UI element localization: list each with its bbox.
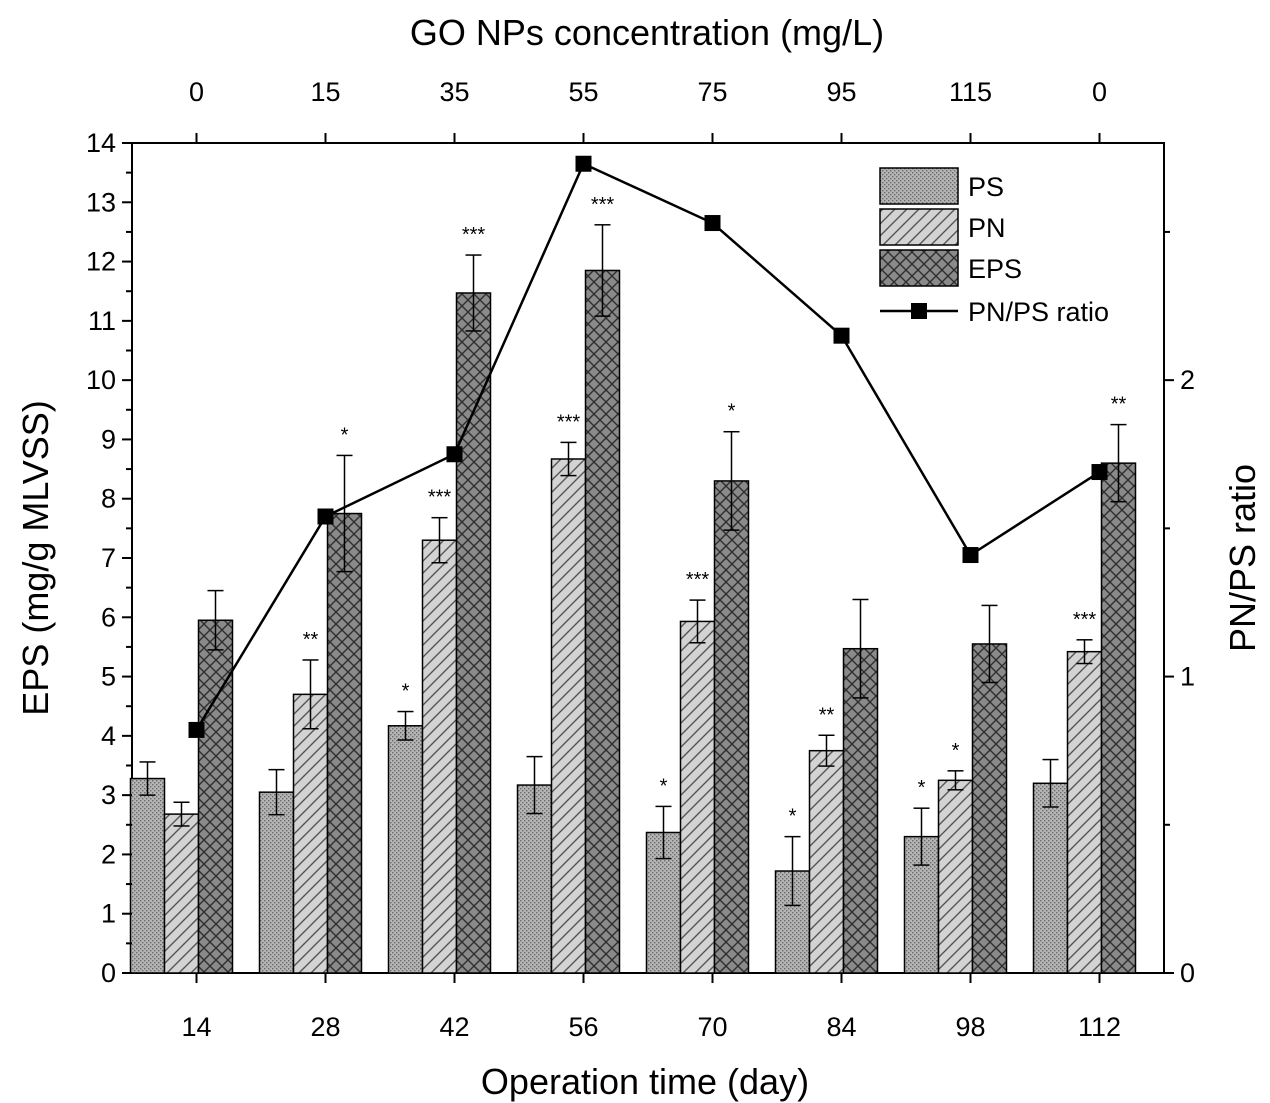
significance-pn-56: ***: [557, 411, 581, 433]
legend-swatch-eps: [879, 249, 959, 287]
bar-pn-28: [292, 693, 329, 974]
x-tick-label-84: 84: [826, 1012, 856, 1042]
bar-eps-112: [1100, 462, 1137, 974]
bar-ps-28: [258, 791, 295, 974]
x-axis-title: Operation time (day): [481, 1061, 809, 1102]
y-tick-label-13: 13: [86, 187, 116, 217]
bar-eps-42: [455, 292, 492, 974]
bars-layer: [129, 269, 1137, 974]
legend-label-pn: PN: [968, 213, 1006, 243]
legend: PS PN EPS PN/PS ratio: [879, 167, 1109, 327]
x-tick-label-112: 112: [1078, 1012, 1121, 1042]
significance-pn-28: **: [303, 629, 319, 651]
ratio-point-70: [704, 215, 721, 232]
x-tick-label-14: 14: [181, 1012, 211, 1042]
top-tick-label-1: 15: [310, 77, 340, 107]
y2-tick-label-1: 1: [1180, 662, 1195, 692]
top-tick-label-4: 75: [697, 77, 727, 107]
top-axis-title: GO NPs concentration (mg/L): [410, 12, 884, 53]
bar-pn-56: [550, 458, 587, 974]
ratio-point-84: [833, 327, 850, 344]
axes-layer: 0123456789101112131401214028154235565570…: [86, 77, 1195, 1042]
top-tick-label-5: 95: [826, 77, 856, 107]
legend-swatch-ps: [879, 167, 959, 205]
y-tick-label-8: 8: [101, 484, 116, 514]
significance-layer: ***************************** **: [303, 194, 1127, 828]
y-tick-label-4: 4: [101, 721, 116, 751]
legend-marker-ratio: [911, 303, 927, 319]
y-axis-title: EPS (mg/g MLVSS): [15, 400, 56, 715]
y2-axis-title: PN/PS ratio: [1222, 464, 1263, 652]
x-tick-label-98: 98: [955, 1012, 985, 1042]
ratio-point-42: [446, 446, 463, 463]
bar-ps-112: [1032, 782, 1069, 974]
bar-pn-14: [163, 813, 200, 974]
bar-eps-56: [584, 269, 621, 974]
x-tick-label-56: 56: [568, 1012, 598, 1042]
significance-pn-84: **: [819, 704, 835, 726]
significance-eps-70: *: [728, 401, 736, 423]
y2-tick-label-2: 2: [1180, 365, 1195, 395]
y-tick-label-1: 1: [101, 899, 116, 929]
x-tick-label-70: 70: [697, 1012, 727, 1042]
ratio-line-layer: [188, 155, 1108, 738]
bar-ps-42: [387, 725, 424, 974]
ratio-point-112: [1091, 464, 1108, 481]
significance-ps-84: *: [789, 806, 797, 828]
legend-label-eps: EPS: [968, 254, 1022, 284]
y-tick-label-14: 14: [86, 128, 116, 158]
significance-ps-70: *: [660, 775, 668, 797]
y-tick-label-2: 2: [101, 839, 116, 869]
y-tick-label-9: 9: [101, 424, 116, 454]
top-tick-label-2: 35: [439, 77, 469, 107]
significance-pn-70: ***: [686, 569, 710, 591]
significance-ps-98: *: [918, 777, 926, 799]
legend-label-ps: PS: [968, 172, 1004, 202]
y-tick-label-11: 11: [88, 306, 116, 336]
significance-eps-56: ***: [591, 194, 615, 216]
bar-eps-14: [197, 619, 234, 974]
y-tick-label-3: 3: [101, 780, 116, 810]
significance-eps-28: *: [341, 424, 349, 446]
ratio-line: [195, 162, 1101, 731]
top-tick-label-6: 115: [949, 77, 992, 107]
significance-eps-42: ***: [462, 224, 486, 246]
bar-eps-70: [713, 480, 750, 974]
bar-pn-42: [421, 539, 458, 974]
bar-pn-70: [679, 620, 716, 974]
significance-pn-98: *: [952, 740, 960, 762]
significance-ps-42: *: [402, 681, 410, 703]
significance-pn-112: ***: [1073, 609, 1097, 631]
ratio-point-56: [575, 155, 592, 172]
legend-label-ratio: PN/PS ratio: [968, 297, 1109, 327]
y-tick-label-0: 0: [101, 958, 116, 988]
bar-eps-98: [971, 643, 1008, 974]
top-tick-label-3: 55: [568, 77, 598, 107]
y-tick-label-7: 7: [101, 543, 116, 573]
y-tick-label-10: 10: [86, 365, 116, 395]
ratio-point-14: [188, 721, 205, 738]
significance-eps-112: **: [1111, 394, 1127, 416]
significance-pn-42: ***: [428, 487, 452, 509]
y-tick-label-5: 5: [101, 662, 116, 692]
bar-eps-28: [326, 512, 363, 974]
ratio-point-28: [317, 508, 334, 525]
bar-pn-98: [937, 779, 974, 974]
bar-pn-84: [808, 749, 845, 974]
x-tick-label-28: 28: [310, 1012, 340, 1042]
x-tick-label-42: 42: [439, 1012, 469, 1042]
bar-eps-84: [842, 647, 879, 974]
error-bars-layer: [139, 224, 1127, 907]
top-tick-label-7: 0: [1092, 77, 1107, 107]
y-tick-label-12: 12: [86, 247, 116, 277]
legend-swatch-pn: [879, 208, 959, 246]
bar-ps-14: [129, 777, 166, 974]
ratio-point-98: [962, 547, 979, 564]
top-tick-label-0: 0: [189, 77, 204, 107]
y-tick-label-6: 6: [101, 602, 116, 632]
y2-tick-label-0: 0: [1180, 958, 1195, 988]
bar-pn-112: [1066, 650, 1103, 974]
